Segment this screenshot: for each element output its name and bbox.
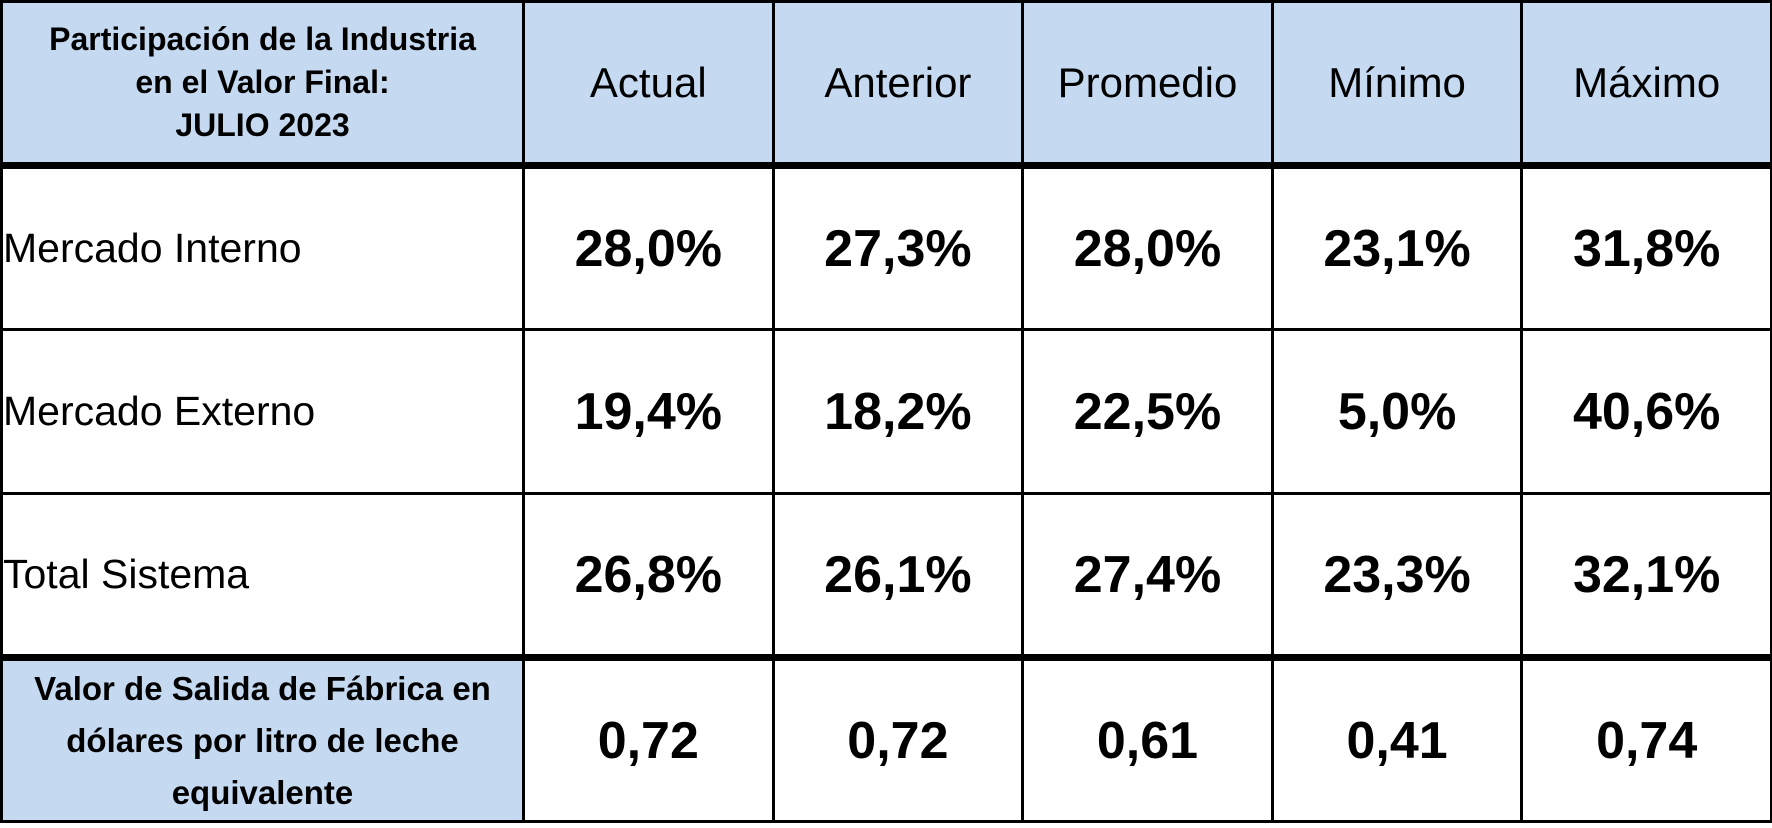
column-header-actual: Actual — [522, 0, 775, 169]
table-title: Participación de la Industria en el Valo… — [0, 0, 525, 169]
table-cell: 18,2% — [771, 328, 1025, 495]
footer-cell: 0,41 — [1270, 654, 1524, 823]
table-cell: 28,0% — [1021, 164, 1274, 331]
footer-label: Valor de Salida de Fábrica en dólares po… — [0, 654, 525, 823]
table-title-line: Participación de la Industria — [49, 21, 476, 57]
column-header-anterior: Anterior — [771, 0, 1025, 169]
header-row: Participación de la Industria en el Valo… — [0, 0, 1772, 169]
table-title-line: en el Valor Final: — [135, 64, 390, 100]
footer-row: Valor de Salida de Fábrica en dólares po… — [0, 654, 1772, 823]
footer-cell: 0,72 — [771, 654, 1025, 823]
table-cell: 26,1% — [771, 492, 1025, 659]
column-header-promedio: Promedio — [1021, 0, 1274, 169]
table-cell: 27,4% — [1021, 492, 1274, 659]
column-header-maximo: Máximo — [1520, 0, 1772, 169]
row-label: Mercado Externo — [0, 328, 525, 495]
footer-label-line: equivalente — [171, 773, 354, 811]
table-row-mercado-externo: Mercado Externo 19,4% 18,2% 22,5% 5,0% 4… — [0, 328, 1772, 495]
table-cell: 5,0% — [1270, 328, 1524, 495]
table-cell: 31,8% — [1520, 164, 1772, 331]
table-cell: 26,8% — [522, 492, 775, 659]
row-label: Mercado Interno — [0, 164, 525, 331]
row-label: Total Sistema — [0, 492, 525, 659]
table-title-line: JULIO 2023 — [175, 107, 350, 143]
footer-label-line: dólares por litro de leche — [66, 721, 459, 759]
footer-cell: 0,72 — [522, 654, 775, 823]
footer-cell: 0,74 — [1520, 654, 1772, 823]
table-row-total-sistema: Total Sistema 26,8% 26,1% 27,4% 23,3% 32… — [0, 492, 1772, 659]
table-cell: 40,6% — [1520, 328, 1772, 495]
table-row-mercado-interno: Mercado Interno 28,0% 27,3% 28,0% 23,1% … — [0, 164, 1772, 331]
footer-cell: 0,61 — [1021, 654, 1274, 823]
table-cell: 28,0% — [522, 164, 775, 331]
table-cell: 27,3% — [771, 164, 1025, 331]
footer-label-line: Valor de Salida de Fábrica en — [34, 669, 491, 707]
table-cell: 23,1% — [1270, 164, 1524, 331]
table-cell: 19,4% — [522, 328, 775, 495]
table-cell: 22,5% — [1021, 328, 1274, 495]
column-header-minimo: Mínimo — [1270, 0, 1524, 169]
table-cell: 32,1% — [1520, 492, 1772, 659]
table-cell: 23,3% — [1270, 492, 1524, 659]
